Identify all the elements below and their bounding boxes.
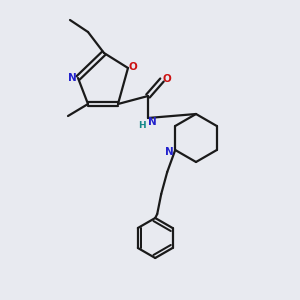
Text: N: N xyxy=(68,73,76,83)
Text: H: H xyxy=(138,122,146,130)
Text: N: N xyxy=(165,147,174,157)
Text: O: O xyxy=(129,62,137,72)
Text: O: O xyxy=(163,74,171,84)
Text: N: N xyxy=(148,117,156,127)
